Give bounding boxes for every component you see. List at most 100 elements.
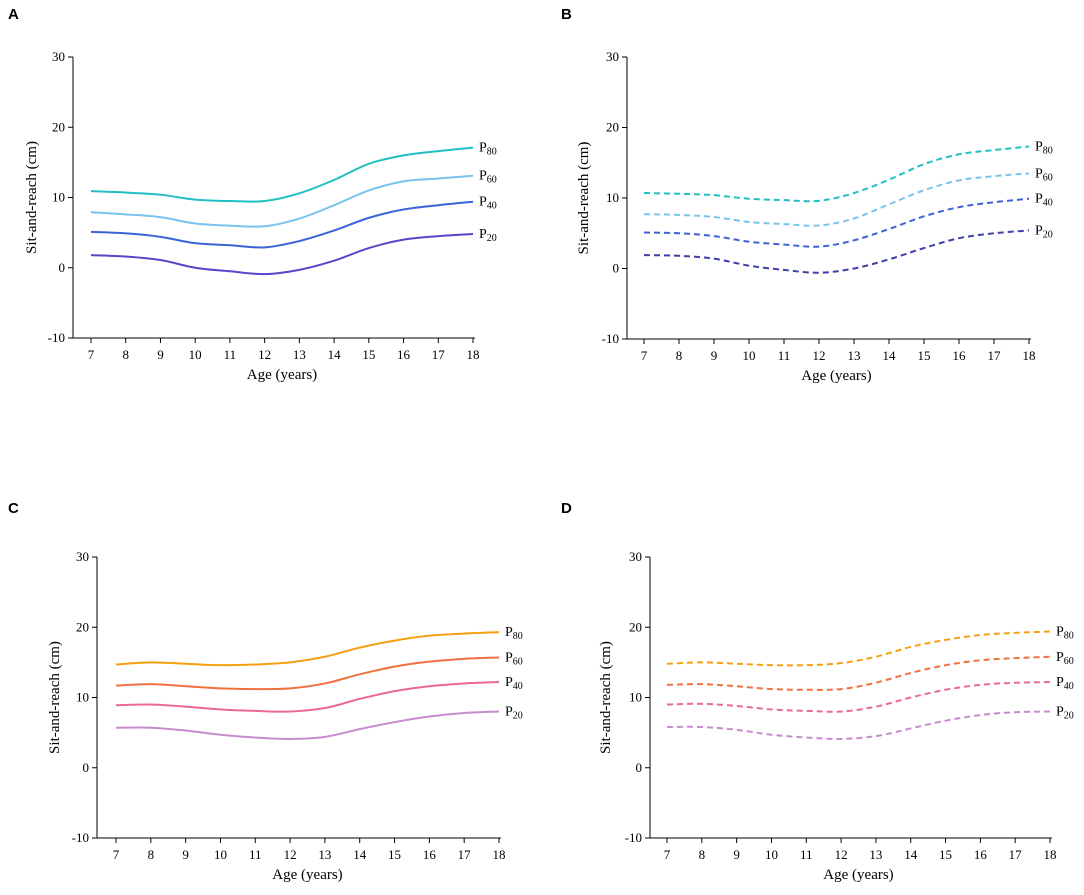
panel-c-y-tick-label: 20 bbox=[76, 619, 89, 634]
panel-b-x-tick-label: 16 bbox=[953, 348, 967, 363]
panel-b-series-p40-label: P40 bbox=[1035, 192, 1053, 209]
panel-a-x-tick-label: 16 bbox=[397, 347, 411, 362]
panel-c-x-tick-label: 9 bbox=[182, 847, 189, 862]
panel-a-x-tick-label: 13 bbox=[293, 347, 306, 362]
panel-d-series-p80-label: P80 bbox=[1056, 624, 1074, 641]
panel-a-y-tick-label: -10 bbox=[48, 330, 65, 345]
panel-b-x-tick-label: 10 bbox=[743, 348, 756, 363]
panel-d-series-p60-label: P60 bbox=[1056, 650, 1074, 667]
panel-d-x-tick-label: 8 bbox=[699, 847, 706, 862]
panel-d-y-axis-title: Sit-and-reach (cm) bbox=[598, 641, 614, 754]
panel-c-series-p60-line bbox=[115, 656, 500, 691]
panel-a-series-p60-line bbox=[90, 174, 474, 228]
panel-d-series-p20-line bbox=[666, 710, 1051, 740]
panel-a-x-tick-label: 18 bbox=[467, 347, 480, 362]
panel-a-series-p20-line bbox=[90, 233, 474, 276]
panel-d-series-p20-label: P20 bbox=[1056, 705, 1074, 722]
panel-a-x-tick-label: 9 bbox=[157, 347, 164, 362]
panel-a-series-p40-label: P40 bbox=[479, 195, 497, 212]
panel-b-y-tick-label: 30 bbox=[606, 49, 619, 64]
panel-c-series-p20-label: P20 bbox=[505, 705, 523, 722]
panel-a-x-tick-label: 7 bbox=[88, 347, 95, 362]
panel-a-series-p80-label: P80 bbox=[479, 141, 497, 158]
panel-a-series-p40-line bbox=[90, 200, 474, 249]
panel-d-series-p40-label: P40 bbox=[1056, 675, 1074, 692]
panel-b-x-tick-label: 7 bbox=[641, 348, 648, 363]
panel-d-y-tick-label: -10 bbox=[625, 830, 642, 845]
panel-a-y-axis-title: Sit-and-reach (cm) bbox=[24, 141, 40, 254]
panel-b-x-tick-label: 12 bbox=[813, 348, 826, 363]
panel-a-y-tick-label: 20 bbox=[52, 119, 65, 134]
panel-c-series-p20-line bbox=[115, 710, 500, 740]
panel-b-x-tick-label: 8 bbox=[676, 348, 683, 363]
panel-b-series-p20-label: P20 bbox=[1035, 223, 1053, 240]
panel-d-x-tick-label: 9 bbox=[733, 847, 740, 862]
panel-c-x-tick-label: 7 bbox=[113, 847, 120, 862]
panel-d-x-tick-label: 15 bbox=[939, 847, 952, 862]
panel-c-series-p60-label: P60 bbox=[505, 650, 523, 667]
panel-b-series-p80-line bbox=[643, 145, 1030, 203]
panel-a-y-tick-label: 0 bbox=[59, 260, 66, 275]
panel-d-y-tick-label: 0 bbox=[636, 760, 643, 775]
panel-c-x-tick-label: 15 bbox=[388, 847, 401, 862]
panel-c-x-tick-label: 11 bbox=[249, 847, 262, 862]
panel-a-x-tick-label: 17 bbox=[432, 347, 446, 362]
panel-c-x-tick-label: 18 bbox=[493, 847, 506, 862]
panel-a-series-p80-line bbox=[90, 146, 474, 203]
panel-d-y-tick-label: 30 bbox=[629, 549, 642, 564]
panel-a-x-tick-label: 11 bbox=[224, 347, 237, 362]
panel-c-letter: C bbox=[8, 500, 19, 517]
panel-b-y-tick-label: 20 bbox=[606, 120, 619, 135]
panel-c-x-tick-label: 17 bbox=[458, 847, 472, 862]
panel-a-chart: -10 0 10 20 30 7 8 9 10 11 12 13 14 15 16 17 18 Age (year… bbox=[24, 49, 497, 383]
panel-d-x-tick-label: 12 bbox=[835, 847, 848, 862]
panel-c-y-tick-label: 0 bbox=[83, 760, 90, 775]
panel-c-series-p40-label: P40 bbox=[505, 675, 523, 692]
panel-c-x-tick-label: 8 bbox=[148, 847, 155, 862]
panel-d-x-tick-label: 10 bbox=[765, 847, 778, 862]
panel-b-series-p60-line bbox=[643, 172, 1030, 227]
panel-a-letter: A bbox=[8, 6, 19, 23]
panel-c-y-axis-title: Sit-and-reach (cm) bbox=[47, 641, 63, 754]
panel-b-letter: B bbox=[561, 6, 572, 23]
panel-d-x-tick-label: 13 bbox=[869, 847, 882, 862]
panel-a-x-tick-label: 14 bbox=[328, 347, 342, 362]
panel-a-y-tick-label: 10 bbox=[52, 190, 65, 205]
panel-d-x-tick-label: 17 bbox=[1009, 847, 1023, 862]
panel-a-series-p60-label: P60 bbox=[479, 169, 497, 186]
panel-b-x-tick-label: 17 bbox=[988, 348, 1002, 363]
panel-b-series-p80-label: P80 bbox=[1035, 140, 1053, 157]
panel-d-x-tick-label: 7 bbox=[664, 847, 671, 862]
panel-d-x-axis-title: Age (years) bbox=[823, 867, 893, 883]
panel-d-x-tick-label: 11 bbox=[800, 847, 813, 862]
panel-a-series-p20-label: P20 bbox=[479, 227, 497, 244]
panel-c-x-tick-label: 13 bbox=[318, 847, 331, 862]
panel-c-chart: -10 0 10 20 30 7 8 9 10 11 12 13 14 15 16 17 18 Age (year… bbox=[47, 549, 523, 883]
panel-c-y-tick-label: 10 bbox=[76, 690, 89, 705]
panel-a-x-tick-label: 10 bbox=[189, 347, 202, 362]
panel-b-x-tick-label: 15 bbox=[918, 348, 931, 363]
panel-b-series-p20-line bbox=[643, 229, 1030, 274]
panel-a-x-axis-title: Age (years) bbox=[247, 367, 317, 383]
panel-c-y-tick-label: -10 bbox=[72, 830, 89, 845]
panel-b-y-tick-label: -10 bbox=[602, 331, 619, 346]
panel-d-series-p60-line bbox=[666, 655, 1051, 691]
panel-a-y-tick-label: 30 bbox=[52, 49, 65, 64]
panel-d-x-tick-label: 14 bbox=[904, 847, 918, 862]
panel-d-x-tick-label: 16 bbox=[974, 847, 988, 862]
panel-c-x-tick-label: 12 bbox=[284, 847, 297, 862]
panel-b-x-tick-label: 11 bbox=[778, 348, 791, 363]
panel-b-x-tick-label: 14 bbox=[883, 348, 897, 363]
panel-d-x-tick-label: 18 bbox=[1044, 847, 1057, 862]
panel-b-chart: -10 0 10 20 30 7 8 9 10 11 12 13 14 15 16 17 18 Age (year… bbox=[576, 49, 1053, 384]
panel-c-x-tick-label: 16 bbox=[423, 847, 437, 862]
panel-b-y-tick-label: 10 bbox=[606, 190, 619, 205]
panel-c-x-tick-label: 10 bbox=[214, 847, 227, 862]
panel-b-y-axis-title: Sit-and-reach (cm) bbox=[576, 142, 592, 255]
panel-a-x-tick-label: 8 bbox=[122, 347, 129, 362]
panel-b-series-p60-label: P60 bbox=[1035, 166, 1053, 183]
panel-d-chart: -10 0 10 20 30 7 8 9 10 11 12 13 14 15 16 17 18 Age (year… bbox=[598, 549, 1074, 883]
panel-d-letter: D bbox=[561, 500, 572, 517]
panel-d-y-tick-label: 10 bbox=[629, 690, 642, 705]
